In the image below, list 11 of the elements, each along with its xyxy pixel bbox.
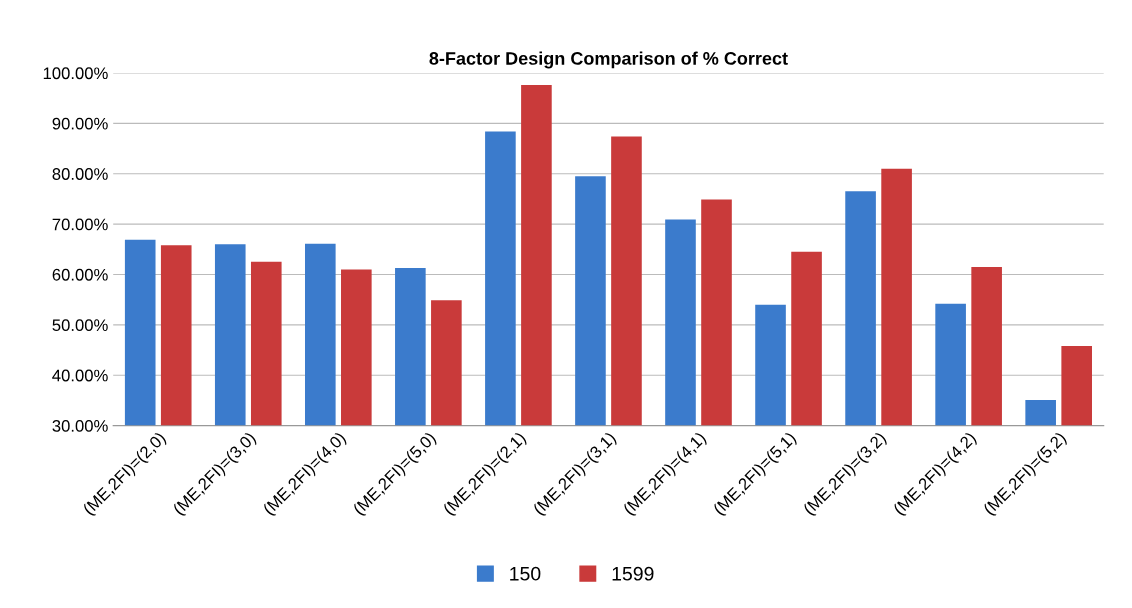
y-tick-label: 70.00%	[52, 218, 108, 231]
y-tick-label: 30.00%	[52, 420, 108, 432]
y-tick-label: 60.00%	[52, 268, 108, 281]
y-tick-label: 80.00%	[52, 168, 108, 180]
y-tick-label: 40.00%	[52, 369, 108, 382]
y-tick-label: 100.00%	[43, 67, 108, 80]
y-tick-label: 50.00%	[52, 319, 108, 332]
legend-label: 150	[510, 566, 541, 581]
legend-label: 1599	[612, 566, 654, 581]
chart-title: 8-Factor Design Comparison of % Correct	[429, 51, 788, 69]
y-tick-label: 90.00%	[52, 117, 108, 130]
